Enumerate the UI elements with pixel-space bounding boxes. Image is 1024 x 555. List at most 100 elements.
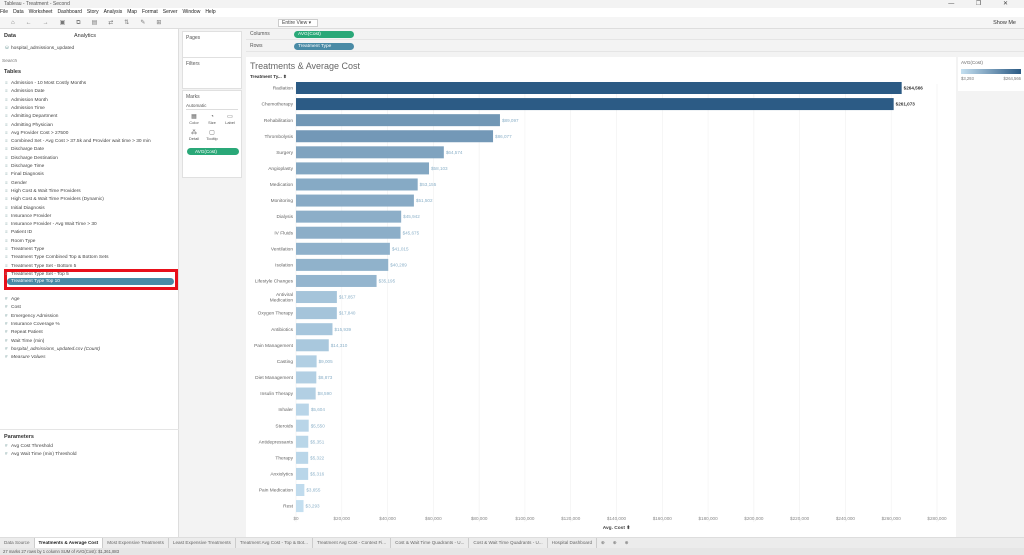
bar[interactable]: [296, 419, 309, 432]
marks-size-button[interactable]: ◔ Size: [203, 114, 221, 125]
back-icon[interactable]: ←: [25, 20, 32, 26]
field-item[interactable]: ≡ Admitting Physician: [5, 121, 53, 129]
sheet-tab[interactable]: Data Source: [0, 538, 35, 548]
sheet-tab[interactable]: Cost & Wait Time Quadrants - U...: [391, 538, 470, 548]
field-search-input[interactable]: [2, 57, 152, 65]
bar[interactable]: [296, 226, 401, 239]
save-icon[interactable]: ▣: [59, 20, 66, 26]
field-item[interactable]: # Cost: [5, 303, 21, 311]
field-item[interactable]: # hospital_admissions_updated.csv (Count): [5, 345, 100, 353]
bar[interactable]: [296, 82, 902, 94]
menu-help[interactable]: Help: [205, 9, 216, 15]
bar[interactable]: [296, 339, 329, 352]
menu-dashboard[interactable]: Dashboard: [57, 9, 82, 15]
field-item[interactable]: ≡ Initial Diagnosis: [5, 204, 45, 212]
field-item[interactable]: # Avg Cost Threshold: [5, 442, 53, 450]
new-dashboard-icon[interactable]: ⊕: [612, 540, 617, 545]
new-story-icon[interactable]: ⊕: [624, 540, 629, 545]
field-item[interactable]: ≡ Insurance Provider: [5, 212, 51, 220]
menu-window[interactable]: Window: [182, 9, 201, 15]
bar[interactable]: [296, 274, 377, 287]
field-item[interactable]: # Measure Values: [5, 353, 46, 361]
sheet-tab[interactable]: Hospital Dashboard: [548, 538, 598, 548]
field-item[interactable]: ≡ Admitting Department: [5, 112, 57, 120]
new-datasource-icon[interactable]: ⧉: [76, 20, 81, 26]
field-item[interactable]: # Age: [5, 295, 20, 303]
menu-file[interactable]: File: [0, 9, 9, 15]
field-item[interactable]: ≡ Room Type: [5, 237, 35, 245]
field-item[interactable]: ≡ Gender: [5, 179, 27, 187]
highlight-icon[interactable]: ✎: [140, 20, 146, 26]
field-item[interactable]: # Emergency Admission: [5, 312, 58, 320]
row-header[interactable]: Treatment Ty... ⬍: [250, 74, 287, 79]
bar[interactable]: [296, 146, 444, 159]
bar[interactable]: [296, 194, 414, 207]
field-item[interactable]: ≡ Discharge Destination: [5, 154, 58, 162]
menu-worksheet[interactable]: Worksheet: [28, 9, 53, 15]
menu-map[interactable]: Map: [127, 9, 137, 15]
bar[interactable]: [296, 130, 494, 143]
field-item[interactable]: # Wait Time (min): [5, 337, 44, 345]
swap-icon[interactable]: ⇄: [108, 20, 114, 26]
rows-pill[interactable]: Treatment Type: [294, 43, 354, 50]
field-item[interactable]: ≡ Insurance Provider - Avg Wait Time > 30: [5, 220, 97, 228]
bar[interactable]: [296, 451, 309, 464]
bar[interactable]: [296, 258, 389, 271]
columns-pill[interactable]: AVG(Cost): [294, 31, 354, 38]
field-item[interactable]: ≡ Admission - 10 Most Costly Months: [5, 79, 86, 87]
field-item[interactable]: # Repeat Patient: [5, 328, 43, 336]
forward-icon[interactable]: →: [42, 20, 49, 26]
show-me-button[interactable]: Show Me: [993, 20, 1016, 26]
bar[interactable]: [296, 291, 337, 304]
sheet-tab[interactable]: Cost & Wait Time Quadrants - U...: [469, 538, 548, 548]
bar[interactable]: [296, 403, 309, 416]
mark-pill-avg-cost[interactable]: AVG(Cost): [187, 148, 239, 155]
field-item[interactable]: ≡ High Cost & Wait Time Providers: [5, 187, 81, 195]
sheet-tab[interactable]: Treatments & Average Cost: [34, 538, 104, 548]
field-item[interactable]: ≡ Discharge Time: [5, 162, 44, 170]
field-item[interactable]: ≡ Patient ID: [5, 228, 32, 236]
datasource-name[interactable]: ⛁ hospital_admissions_updated: [5, 45, 75, 51]
marks-detail-button[interactable]: ⁂ Detail: [185, 129, 203, 141]
sheet-tab[interactable]: Treatment Avg Cost - Top & Bot...: [236, 538, 313, 548]
sheet-tab[interactable]: Least Expensive Treatments: [169, 538, 236, 548]
field-item[interactable]: ≡ Discharge Date: [5, 145, 44, 153]
filters-card[interactable]: Filters: [182, 57, 242, 89]
field-item[interactable]: ≡ Combined Set - Avg Cost > 37.5k and Pro…: [5, 137, 151, 145]
sheet-tab[interactable]: Most Expensive Treatments: [103, 538, 169, 548]
bar[interactable]: [296, 162, 430, 175]
field-item[interactable]: ≡ Treatment Type Set - Bottom 5: [5, 262, 76, 270]
bar[interactable]: [296, 371, 317, 384]
tab-data[interactable]: Data: [4, 33, 16, 39]
sort-asc-icon[interactable]: ⇅: [124, 20, 130, 26]
field-item[interactable]: ≡ Avg Provider Cost > 27500: [5, 129, 68, 137]
bar[interactable]: [296, 323, 333, 336]
tab-analytics[interactable]: Analytics: [74, 33, 97, 39]
bar[interactable]: [296, 178, 418, 191]
marks-color-button[interactable]: ▦ Color: [185, 113, 203, 125]
home-icon[interactable]: ⌂: [11, 20, 15, 26]
sheet-tab[interactable]: Treatment Avg Cost - Context Fi...: [313, 538, 392, 548]
marks-tooltip-button[interactable]: ▢ Tooltip: [203, 129, 221, 141]
field-item[interactable]: ≡ Treatment Type Combined Top & Bottom Se…: [5, 253, 109, 261]
fit-dropdown[interactable]: Entire View ▾: [278, 19, 318, 27]
bar[interactable]: [296, 210, 402, 223]
field-item[interactable]: ≡ Admission Time: [5, 104, 45, 112]
new-sheet-icon[interactable]: ▤: [91, 20, 98, 26]
bar[interactable]: [296, 435, 309, 448]
field-item[interactable]: # Insurance Coverage %: [5, 320, 60, 328]
menu-server[interactable]: Server: [162, 9, 178, 15]
bar[interactable]: [296, 467, 309, 480]
window-controls[interactable]: — ❐ ✕: [948, 1, 1018, 7]
pages-card[interactable]: Pages: [182, 31, 242, 58]
bar[interactable]: [296, 355, 317, 368]
field-item[interactable]: ≡ Final Diagnosis: [5, 170, 44, 178]
bar[interactable]: [296, 500, 304, 513]
bar[interactable]: [296, 114, 500, 127]
field-item[interactable]: ≡ High Cost & Wait Time Providers (Dynami…: [5, 195, 104, 203]
menu-story[interactable]: Story: [86, 9, 99, 15]
fit-icon[interactable]: ⊞: [156, 20, 162, 26]
dragging-field-pill[interactable]: Treatment Type Top 10: [7, 278, 174, 285]
bar[interactable]: [296, 98, 894, 111]
menu-analysis[interactable]: Analysis: [103, 9, 123, 15]
